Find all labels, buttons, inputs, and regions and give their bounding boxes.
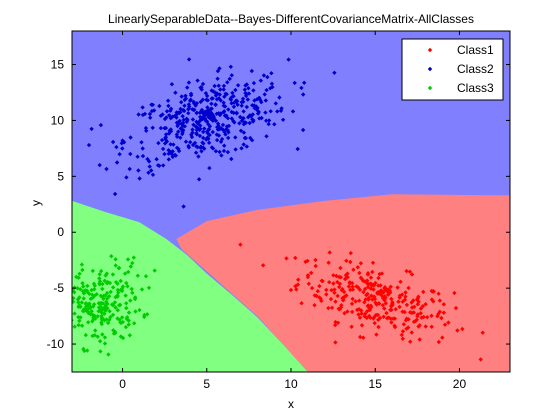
x-tick-label: 5 — [203, 377, 210, 391]
data-point — [46, 309, 50, 313]
legend-label: Class2 — [457, 62, 494, 76]
data-point — [53, 312, 57, 316]
data-point — [67, 305, 71, 309]
y-tick-label: 15 — [51, 58, 65, 72]
y-tick-label: 0 — [57, 225, 64, 239]
data-point — [63, 301, 67, 305]
x-tick-label: 0 — [119, 377, 126, 391]
y-tick-label: -10 — [47, 337, 65, 351]
legend-label: Class3 — [457, 81, 494, 95]
data-point — [60, 298, 64, 302]
data-point — [53, 302, 57, 306]
data-point — [56, 309, 60, 313]
data-point — [67, 307, 71, 311]
x-tick-label: 15 — [369, 377, 383, 391]
data-point — [65, 337, 69, 341]
chart-title: LinearlySeparableData--Bayes-DifferentCo… — [108, 12, 474, 26]
data-point — [67, 326, 71, 330]
data-point — [68, 287, 72, 291]
x-tick-label: 10 — [284, 377, 298, 391]
y-tick-label: 10 — [51, 113, 65, 127]
data-point — [58, 272, 62, 276]
data-point — [55, 304, 59, 308]
data-point — [60, 327, 64, 331]
x-axis-label: x — [288, 397, 294, 411]
legend-label: Class1 — [457, 43, 494, 57]
legend: Class1 Class2 Class3 — [402, 39, 503, 100]
x-tick-label: 20 — [453, 377, 467, 391]
data-point — [29, 307, 33, 311]
data-point — [60, 298, 64, 302]
data-point — [67, 309, 71, 313]
y-tick-label: -5 — [53, 281, 64, 295]
y-axis-label: y — [29, 200, 43, 206]
y-tick-label: 5 — [57, 169, 64, 183]
data-point — [53, 303, 57, 307]
data-point — [48, 303, 52, 307]
